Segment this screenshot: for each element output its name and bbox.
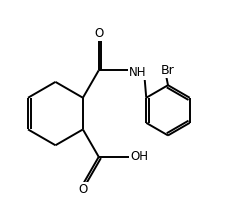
Text: O: O — [78, 183, 88, 196]
Text: OH: OH — [130, 150, 148, 163]
Text: O: O — [94, 27, 103, 40]
Text: Br: Br — [161, 64, 175, 77]
Text: NH: NH — [128, 66, 146, 79]
